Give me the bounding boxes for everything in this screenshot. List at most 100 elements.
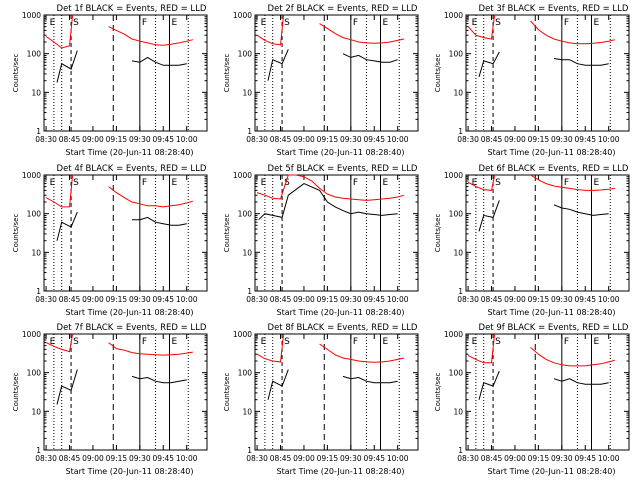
- phase-marker-f: F: [353, 18, 358, 28]
- y-axis-label: Counts/sec: [434, 373, 442, 412]
- x-tick-label: 09:45: [152, 295, 174, 304]
- y-tick-label: 10: [31, 248, 41, 257]
- x-tick-label: 09:45: [574, 295, 596, 304]
- phase-marker-e: E: [594, 337, 600, 347]
- x-tick-label: 09:15: [106, 295, 128, 304]
- y-tick-label: 100: [238, 50, 253, 59]
- x-tick-label: 09:30: [129, 135, 151, 144]
- chart-title: Det 8f BLACK = Events, RED = LLD: [268, 323, 418, 333]
- phase-marker-f: F: [564, 178, 569, 188]
- phase-marker-f: F: [564, 18, 569, 28]
- y-tick-label: 100: [449, 50, 464, 59]
- x-tick-label: 10:00: [387, 295, 409, 304]
- series-events-line: [267, 369, 398, 400]
- phase-marker-e: E: [172, 178, 178, 188]
- series-lld-line: [467, 14, 616, 45]
- y-axis-label: Counts/sec: [12, 373, 20, 412]
- phase-marker-e: E: [172, 18, 178, 28]
- x-tick-label: 09:45: [363, 295, 385, 304]
- y-tick-label: 1000: [233, 11, 252, 20]
- x-tick-label: 08:30: [246, 454, 268, 463]
- x-tick-label: 09:30: [340, 295, 362, 304]
- y-tick-label: 1000: [233, 171, 252, 180]
- series-events-line: [478, 200, 609, 232]
- y-tick-label: 1000: [444, 11, 463, 20]
- x-tick-label: 09:30: [340, 454, 362, 463]
- x-tick-label: 08:45: [481, 135, 503, 144]
- x-axis-label: Start Time (20-Jun-11 08:28:40): [488, 148, 616, 157]
- x-tick-label: 08:30: [35, 135, 57, 144]
- x-axis-label: Start Time (20-Jun-11 08:28:40): [488, 467, 616, 476]
- x-tick-label: 08:30: [457, 295, 479, 304]
- y-axis-label: Counts/sec: [434, 54, 442, 93]
- chart-panel-6: Det 6f BLACK = Events, RED = LLD Counts/s…: [434, 164, 630, 317]
- plot-frame: [465, 333, 630, 451]
- chart-panel-7: Det 7f BLACK = Events, RED = LLD Counts/s…: [12, 323, 208, 476]
- y-axis-label: Counts/sec: [223, 373, 231, 412]
- y-tick-label: 100: [27, 210, 42, 219]
- y-axis-label: Counts/sec: [12, 54, 20, 93]
- plot-frame: [254, 14, 419, 132]
- x-tick-label: 09:15: [106, 454, 128, 463]
- chart-title: Det 4f BLACK = Events, RED = LLD: [57, 164, 207, 174]
- x-tick-label: 09:30: [129, 295, 151, 304]
- series-lld-line: [256, 14, 405, 46]
- phase-marker-f: F: [142, 178, 147, 188]
- x-tick-label: 08:30: [457, 454, 479, 463]
- phase-marker-f: F: [142, 18, 147, 28]
- y-tick-label: 1000: [22, 330, 41, 339]
- y-tick-label: 100: [238, 210, 253, 219]
- chart-panel-4: Det 4f BLACK = Events, RED = LLD Counts/s…: [12, 164, 208, 317]
- x-tick-label: 09:30: [340, 135, 362, 144]
- chart-panel-9: Det 9f BLACK = Events, RED = LLD Counts/s…: [434, 323, 630, 476]
- phase-marker-s: S: [495, 18, 501, 28]
- x-tick-label: 08:30: [35, 454, 57, 463]
- chart-panel-2: Det 2f BLACK = Events, RED = LLD Counts/s…: [223, 4, 419, 157]
- x-tick-label: 09:15: [528, 295, 550, 304]
- phase-marker-f: F: [353, 178, 358, 188]
- y-tick-label: 1: [458, 446, 463, 455]
- y-axis-label: Counts/sec: [434, 214, 442, 253]
- y-tick-label: 100: [27, 369, 42, 378]
- series-events-line: [267, 49, 398, 81]
- phase-marker-e: E: [50, 337, 56, 347]
- chart-title: Det 9f BLACK = Events, RED = LLD: [479, 323, 629, 333]
- x-axis-label: Start Time (20-Jun-11 08:28:40): [66, 308, 194, 317]
- x-tick-label: 09:00: [504, 454, 526, 463]
- phase-marker-s: S: [284, 337, 290, 347]
- phase-marker-e: E: [50, 178, 56, 188]
- x-tick-label: 09:30: [551, 454, 573, 463]
- x-tick-label: 09:30: [551, 135, 573, 144]
- x-tick-label: 08:45: [270, 295, 292, 304]
- plot-frame: [43, 333, 208, 451]
- series-events-line: [478, 51, 609, 78]
- chart-title: Det 5f BLACK = Events, RED = LLD: [268, 164, 418, 174]
- x-tick-label: 09:15: [528, 454, 550, 463]
- y-tick-label: 10: [453, 248, 463, 257]
- series-lld-line: [256, 333, 405, 363]
- x-tick-label: 08:45: [270, 454, 292, 463]
- phase-marker-s: S: [284, 178, 290, 188]
- x-tick-label: 09:45: [574, 454, 596, 463]
- phase-marker-e: E: [472, 178, 478, 188]
- x-tick-label: 09:30: [129, 454, 151, 463]
- x-tick-label: 09:00: [82, 135, 104, 144]
- x-axis-label: Start Time (20-Jun-11 08:28:40): [277, 467, 405, 476]
- x-tick-label: 09:45: [363, 454, 385, 463]
- y-tick-label: 1: [247, 287, 252, 296]
- phase-marker-s: S: [495, 178, 501, 188]
- phase-marker-f: F: [142, 337, 147, 347]
- y-tick-label: 100: [449, 210, 464, 219]
- phase-marker-e: E: [383, 18, 389, 28]
- chart-panel-3: Det 3f BLACK = Events, RED = LLD Counts/s…: [434, 4, 630, 157]
- chart-title: Det 7f BLACK = Events, RED = LLD: [57, 323, 207, 333]
- chart-panel-5: Det 5f BLACK = Events, RED = LLD Counts/s…: [223, 164, 419, 317]
- x-tick-label: 09:15: [317, 454, 339, 463]
- x-tick-label: 09:45: [363, 135, 385, 144]
- phase-marker-e: E: [472, 337, 478, 347]
- x-tick-label: 08:45: [270, 135, 292, 144]
- x-axis-label: Start Time (20-Jun-11 08:28:40): [488, 308, 616, 317]
- chart-title: Det 3f BLACK = Events, RED = LLD: [479, 4, 629, 14]
- phase-marker-s: S: [495, 337, 501, 347]
